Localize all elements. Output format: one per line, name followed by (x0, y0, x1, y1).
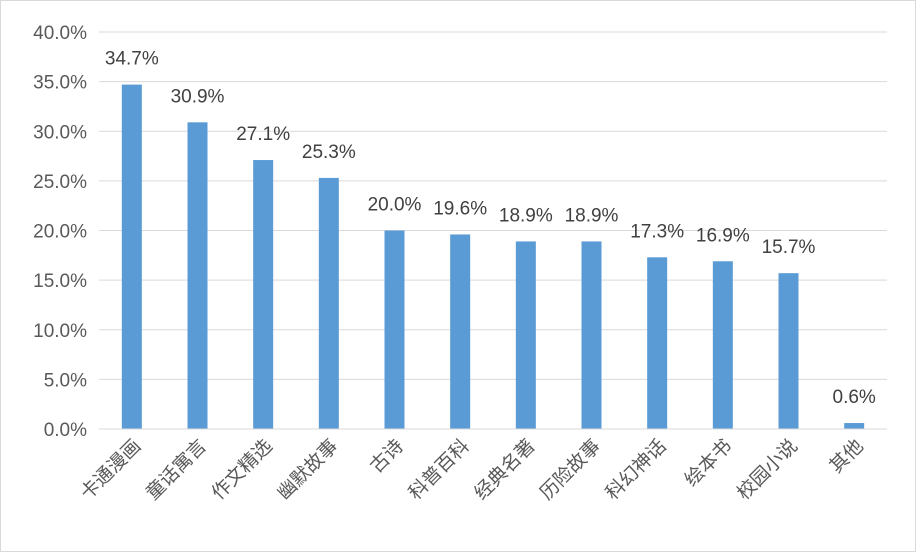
bars (121, 84, 865, 429)
data-label: 20.0% (368, 195, 422, 216)
bar (253, 160, 274, 429)
y-tick-label: 25.0% (33, 172, 87, 193)
bar (647, 257, 668, 429)
bar (778, 273, 799, 429)
data-label: 27.1% (236, 124, 290, 145)
x-category-label: 经典名著 (470, 435, 539, 504)
data-labels: 34.7% 30.9% 27.1% 25.3% 20.0% 19.6% 18.9% 18.9%… (105, 49, 876, 408)
data-label: 25.3% (302, 142, 356, 163)
data-label: 19.6% (433, 198, 487, 219)
bar (844, 423, 865, 429)
x-category-label: 校园小说 (733, 435, 802, 504)
x-category-label: 科普百科 (404, 435, 473, 504)
x-category-label: 幽默故事 (273, 435, 342, 504)
bar (187, 122, 208, 429)
data-label: 0.6% (833, 387, 876, 408)
bar (581, 241, 602, 429)
bar (121, 84, 142, 429)
bar (712, 261, 733, 429)
gridlines (99, 31, 887, 380)
data-label: 17.3% (630, 221, 684, 242)
x-category-label: 绘本书 (680, 435, 736, 491)
y-tick-label: 20.0% (33, 222, 87, 243)
y-tick-label: 30.0% (33, 122, 87, 143)
bar (318, 177, 339, 429)
y-tick-label: 15.0% (33, 271, 87, 292)
x-category-label: 历险故事 (536, 435, 605, 504)
bar (515, 241, 536, 429)
bar (384, 230, 405, 429)
y-tick-label: 10.0% (33, 321, 87, 342)
data-label: 16.9% (696, 225, 750, 246)
y-tick-label: 0.0% (44, 420, 87, 441)
bar (450, 234, 471, 429)
y-tick-label: 35.0% (33, 73, 87, 94)
data-label: 18.9% (499, 205, 553, 226)
data-label: 15.7% (762, 237, 816, 258)
x-category-label: 古诗 (366, 435, 408, 477)
x-category-label: 童话寓言 (142, 435, 211, 504)
y-tick-label: 40.0% (33, 23, 87, 44)
y-axis-tick-labels: 0.0% 5.0% 10.0% 15.0% 20.0% 25.0% 30.0% 35.0% 40… (33, 23, 87, 441)
data-label: 18.9% (565, 205, 619, 226)
y-tick-label: 5.0% (44, 370, 87, 391)
x-category-label: 其他 (825, 435, 867, 477)
x-category-label: 作文精选 (207, 435, 276, 504)
data-label: 34.7% (105, 49, 159, 70)
data-label: 30.9% (171, 86, 225, 107)
x-category-label: 科幻神话 (601, 435, 670, 504)
x-category-label: 卡通漫画 (76, 435, 145, 504)
